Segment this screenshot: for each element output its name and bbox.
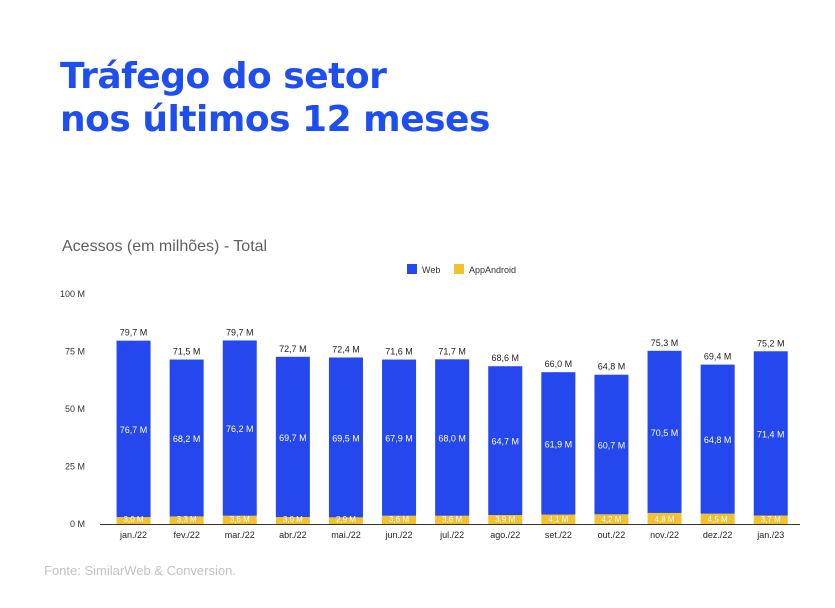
bar-total-label: 72,4 M (332, 344, 360, 354)
bar-appandroid (275, 517, 310, 524)
x-tick-label: mar./22 (225, 530, 255, 540)
bar-total-label: 71,5 M (173, 347, 201, 357)
bar-appandroid-label: 3,6 M (442, 515, 462, 524)
bar-appandroid-label: 3,6 M (389, 515, 409, 524)
bar-appandroid (594, 514, 629, 524)
y-tick-label: 100 M (60, 289, 85, 299)
x-tick-label: jun./22 (385, 530, 413, 540)
bar-appandroid-label: 3,6 M (230, 515, 250, 524)
bar-web-label: 70,5 M (651, 428, 679, 438)
x-tick-label: out./22 (598, 530, 626, 540)
legend-label: AppAndroid (469, 265, 516, 275)
bar-total-label: 75,2 M (757, 338, 785, 348)
x-tick-label: ago./22 (490, 530, 520, 540)
bar-total-label: 71,6 M (385, 347, 413, 357)
bar-appandroid-label: 4,1 M (548, 515, 568, 524)
y-tick-label: 50 M (65, 404, 85, 414)
bar-web (328, 357, 363, 518)
bar-web (647, 350, 682, 513)
bar-appandroid-label: 4,8 M (655, 515, 675, 524)
bar-total-label: 68,6 M (491, 353, 519, 363)
x-tick-label: mai./22 (331, 530, 361, 540)
x-tick-label: jul./22 (439, 530, 464, 540)
bar-web (116, 340, 151, 518)
x-tick-label: fev./22 (173, 530, 199, 540)
bar-web-label: 68,0 M (438, 434, 466, 444)
bar-appandroid-label: 3,9 M (495, 515, 515, 524)
bar-appandroid-label: 3,7 M (761, 515, 781, 524)
bar-appandroid-label: 4,2 M (601, 515, 621, 524)
bar-total-label: 75,3 M (651, 338, 679, 348)
bar-total-label: 72,7 M (279, 344, 307, 354)
chart-title: Acessos (em milhões) - Total (62, 238, 268, 255)
y-tick-label: 25 M (65, 462, 85, 472)
x-tick-label: set./22 (545, 530, 572, 540)
page-title-line-1: Tráfego do setor (60, 56, 387, 97)
x-tick-label: jan./23 (756, 530, 784, 540)
bar-appandroid (328, 517, 363, 524)
bar-web-label: 64,8 M (704, 435, 732, 445)
bar-web-label: 67,9 M (385, 434, 413, 444)
bar-web (435, 359, 470, 516)
bar-appandroid (222, 515, 257, 524)
bar-appandroid (169, 516, 204, 524)
bar-total-label: 79,7 M (120, 328, 148, 338)
x-tick-label: jan./22 (119, 530, 147, 540)
bar-appandroid (382, 515, 417, 524)
bar-web (275, 356, 310, 518)
bar-web (753, 351, 788, 516)
bar-web-label: 69,7 M (279, 433, 307, 443)
bar-appandroid (700, 513, 735, 524)
page-title-line-2: nos últimos 12 meses (60, 99, 490, 140)
bar-appandroid-label: 4,5 M (708, 515, 728, 524)
bar-appandroid-label: 3,0 M (283, 515, 303, 524)
bar-total-label: 71,7 M (438, 346, 466, 356)
bar-web-label: 69,5 M (332, 433, 360, 443)
legend-label: Web (422, 265, 440, 275)
bar-appandroid (435, 515, 470, 524)
x-tick-label: nov./22 (650, 530, 679, 540)
bar-total-label: 69,4 M (704, 352, 732, 362)
legend-swatch (407, 264, 417, 274)
bar-web (700, 364, 735, 514)
bar-appandroid-label: 2,9 M (336, 515, 356, 524)
bar-appandroid (488, 515, 523, 524)
bar-web-label: 61,9 M (545, 439, 573, 449)
bar-web-label: 60,7 M (598, 441, 626, 451)
bar-appandroid (541, 514, 576, 524)
bar-web (222, 340, 257, 516)
bar-appandroid (647, 512, 682, 524)
bar-appandroid (116, 517, 151, 524)
bar-web-label: 76,7 M (120, 425, 148, 435)
bar-web (488, 366, 523, 516)
bar-web-label: 64,7 M (491, 437, 519, 447)
source-note: Fonte: SimilarWeb & Conversion. (44, 563, 236, 578)
bar-web (382, 359, 417, 516)
bar-web-label: 76,2 M (226, 424, 254, 434)
y-tick-label: 0 M (70, 519, 85, 529)
x-tick-label: abr./22 (279, 530, 307, 540)
bar-appandroid (753, 515, 788, 524)
bar-web (541, 372, 576, 515)
bar-appandroid-label: 3,0 M (124, 515, 144, 524)
legend-swatch (454, 264, 464, 274)
bar-web-label: 71,4 M (757, 429, 785, 439)
bar-web-label: 68,2 M (173, 434, 201, 444)
bar-web (169, 359, 204, 517)
page-title: Tráfego do setor nos últimos 12 meses (60, 55, 490, 141)
bar-web (594, 374, 629, 515)
y-tick-label: 75 M (65, 347, 85, 357)
bar-total-label: 79,7 M (226, 327, 254, 337)
x-tick-label: dez./22 (703, 530, 733, 540)
bar-total-label: 64,8 M (598, 362, 626, 372)
bar-total-label: 66,0 M (545, 359, 573, 369)
bar-appandroid-label: 3,3 M (177, 515, 197, 524)
